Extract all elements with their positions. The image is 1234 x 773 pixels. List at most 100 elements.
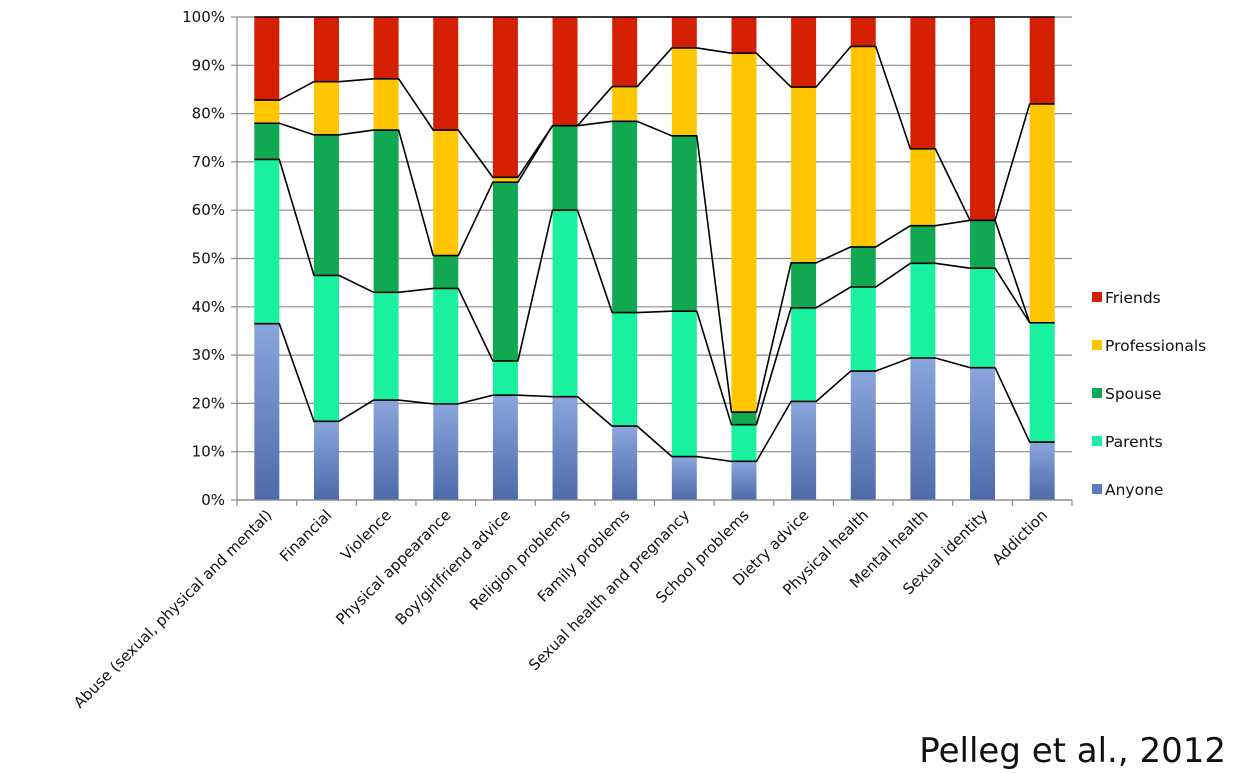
legend-label-parents: Parents (1105, 433, 1163, 451)
x-tick-label: Violence (337, 506, 395, 564)
bar-segment-professionals (492, 177, 518, 183)
bar-segment-parents (373, 292, 399, 401)
legend-label-anyone: Anyone (1105, 481, 1163, 499)
bar-segment-anyone (373, 400, 399, 500)
bar-segment-anyone (970, 367, 996, 500)
bar-segment-professionals (850, 46, 876, 247)
x-tick-label: Abuse (sexual, physical and mental) (70, 506, 276, 712)
bar-segment-friends (970, 17, 996, 221)
bar-segment-friends (910, 17, 936, 149)
legend-label-friends: Friends (1105, 289, 1161, 307)
bar-segment-spouse (731, 412, 757, 425)
bar-segment-professionals (313, 81, 339, 135)
y-tick-label: 90% (192, 56, 225, 74)
legend-swatch-friends (1092, 292, 1102, 302)
bar-segment-spouse (313, 134, 339, 276)
bar-segment-spouse (433, 255, 459, 289)
bar-segment-friends (1029, 17, 1055, 104)
bar-segment-anyone (254, 323, 280, 500)
y-tick-label: 80% (192, 105, 225, 123)
bar-segment-professionals (671, 47, 697, 136)
y-tick-label: 30% (192, 346, 225, 364)
x-tick-label: Financial (276, 506, 335, 565)
bar-segment-spouse (492, 182, 518, 361)
legend-swatch-spouse (1092, 388, 1102, 398)
bar-segment-parents (612, 312, 638, 427)
axes (231, 16, 1073, 506)
bar-segment-anyone (552, 396, 578, 500)
y-tick-label: 60% (192, 201, 225, 219)
bar-segment-professionals (910, 148, 936, 226)
bar-segment-friends (612, 17, 638, 87)
bar-segment-spouse (373, 130, 399, 293)
bar-segment-friends (791, 17, 817, 88)
bars (254, 17, 1055, 500)
legend-swatch-anyone (1092, 484, 1102, 494)
bar-segment-friends (254, 17, 280, 101)
legend-swatch-parents (1092, 436, 1102, 446)
bar-segment-parents (731, 424, 757, 462)
bar-segment-anyone (433, 403, 459, 500)
bar-segment-anyone (850, 371, 876, 500)
legend-label-spouse: Spouse (1105, 385, 1162, 403)
bar-segment-spouse (671, 135, 697, 312)
bar-segment-friends (850, 17, 876, 47)
bar-segment-friends (671, 17, 697, 48)
bar-segment-anyone (671, 456, 697, 500)
bar-segment-anyone (612, 426, 638, 500)
bar-segment-professionals (254, 100, 280, 124)
bar-segment-spouse (791, 262, 817, 308)
legend-label-professionals: Professionals (1105, 337, 1206, 355)
bar-segment-parents (671, 311, 697, 457)
x-tick-label: Physical appearance (332, 506, 454, 628)
bar-segment-parents (791, 307, 817, 402)
bar-segment-professionals (791, 87, 817, 263)
y-tick-label: 20% (192, 394, 225, 412)
x-tick-label: Addiction (989, 506, 1051, 568)
y-tick-label: 70% (192, 153, 225, 171)
bar-segment-friends (433, 17, 459, 131)
bar-segment-friends (552, 17, 578, 126)
y-tick-label: 40% (192, 298, 225, 316)
legend-swatch-professionals (1092, 340, 1102, 350)
bar-segment-professionals (1029, 103, 1055, 323)
bar-segment-spouse (552, 125, 578, 211)
bar-segment-parents (492, 360, 518, 396)
bar-segment-professionals (433, 130, 459, 256)
bar-segment-parents (970, 268, 996, 368)
y-tick-labels: 0% 10% 20% 30% 40% 50% 60% 70% 80% 90% 100% (182, 8, 225, 509)
bar-segment-anyone (910, 357, 936, 500)
bar-segment-anyone (731, 461, 757, 500)
bar-segment-anyone (1029, 442, 1055, 500)
citation: Pelleg et al., 2012 (919, 731, 1226, 771)
y-tick-label: 0% (201, 491, 225, 509)
bar-segment-professionals (731, 53, 757, 413)
bar-segment-parents (433, 288, 459, 404)
bar-segment-spouse (970, 220, 996, 269)
series-connector-line (254, 120, 1055, 413)
bar-segment-spouse (612, 121, 638, 313)
bar-segment-anyone (492, 395, 518, 500)
bar-segment-parents (552, 210, 578, 397)
y-tick-label: 100% (182, 8, 225, 26)
series-connector-line (254, 322, 1055, 463)
bar-segment-friends (313, 17, 339, 82)
grid-lines (237, 16, 1072, 501)
bar-segment-parents (1029, 322, 1055, 443)
bar-segment-professionals (373, 78, 399, 131)
connector-lines (254, 16, 1055, 463)
bar-segment-friends (731, 17, 757, 54)
bar-segment-professionals (612, 86, 638, 122)
bar-segment-spouse (910, 225, 936, 264)
bar-segment-friends (492, 17, 518, 178)
bar-segment-anyone (313, 421, 339, 500)
x-tick-label: Boy/girlfriend advice (392, 506, 515, 629)
bar-segment-parents (313, 275, 339, 422)
x-tick-labels: Abuse (sexual, physical and mental) Finan… (70, 506, 1051, 712)
series-connector-line (254, 158, 1055, 426)
bar-segment-parents (910, 263, 936, 358)
bar-segment-spouse (850, 246, 876, 287)
x-tick-label: Religion problems (466, 506, 574, 614)
y-tick-label: 10% (192, 443, 225, 461)
